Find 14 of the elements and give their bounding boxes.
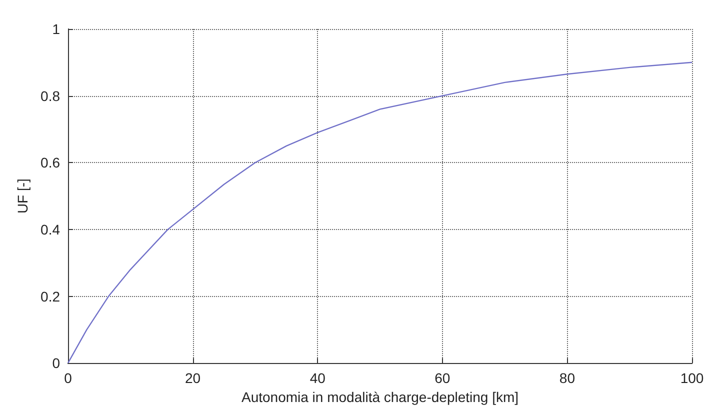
x-tick-label: 40 (310, 370, 326, 386)
y-tick-label: 0 (52, 355, 60, 372)
x-tick-label: 0 (64, 370, 72, 386)
x-tick-label: 20 (185, 370, 201, 386)
x-axis-title: Autonomia in modalità charge-depleting [km] (241, 389, 519, 405)
y-tick-label: 0.6 (40, 154, 60, 171)
y-tick-label: 0.2 (40, 288, 60, 304)
y-tick-label: 0.4 (40, 221, 60, 238)
x-tick-label: 100 (680, 370, 704, 386)
x-tick-label: 60 (434, 370, 450, 386)
x-tick-label: 80 (559, 370, 576, 386)
y-tick-label: 0.8 (40, 88, 60, 104)
y-axis-title: UF [-] (14, 178, 31, 214)
y-tick-label: 1 (52, 21, 60, 37)
